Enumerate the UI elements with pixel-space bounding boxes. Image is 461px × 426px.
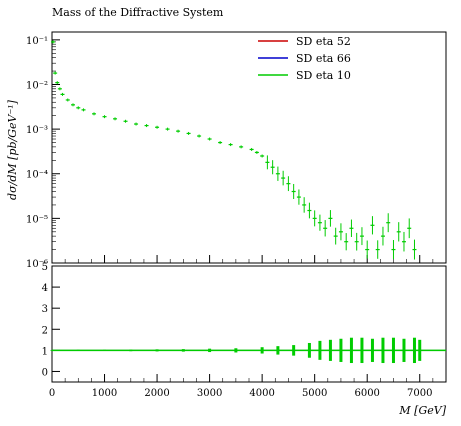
ratio-y-tick-label: 4 <box>42 283 48 294</box>
ratio-y-tick-label: 3 <box>42 304 48 315</box>
x-tick-label: 4000 <box>249 388 274 399</box>
y-axis-label: dσ/dM [pb/GeV⁻¹] <box>6 99 19 200</box>
x-tick-label: 7000 <box>407 388 432 399</box>
ratio-series-bands <box>50 337 446 364</box>
x-tick-label: 2000 <box>144 388 169 399</box>
legend-label: SD eta 66 <box>296 52 351 65</box>
legend-label: SD eta 52 <box>296 35 351 48</box>
x-axis-label: M [GeV] <box>398 404 446 417</box>
legend: SD eta 52 SD eta 66 SD eta 10 <box>258 35 351 82</box>
y-tick-label: 10⁻⁶ <box>26 259 48 270</box>
main-series-points <box>51 40 417 260</box>
chart-title: Mass of the Diffractive System <box>52 6 224 19</box>
x-tick-label: 1000 <box>92 388 117 399</box>
y-tick-label: 10⁻⁴ <box>26 170 48 181</box>
legend-label: SD eta 10 <box>296 69 351 82</box>
x-tick-label: 6000 <box>354 388 379 399</box>
x-tick-label: 3000 <box>197 388 222 399</box>
y-tick-label: 10⁻⁵ <box>26 214 48 225</box>
y-tick-label: 10⁻³ <box>26 125 48 136</box>
ratio-plot-frame <box>51 265 447 383</box>
y-tick-label: 10⁻¹ <box>26 36 48 47</box>
ratio-axes: 0 1000 2000 3000 4000 5000 6000 7000 0 1 2 3 4 5 <box>42 262 447 399</box>
ratio-y-tick-label: 2 <box>42 325 48 336</box>
y-tick-label: 10⁻² <box>26 80 48 91</box>
main-y-axis: 10⁻⁶ 10⁻⁵ 10⁻⁴ 10⁻³ 10⁻² 10⁻¹ <box>26 36 447 270</box>
ratio-y-tick-label: 0 <box>42 367 48 378</box>
x-tick-label: 0 <box>49 388 55 399</box>
ratio-y-tick-label: 5 <box>42 262 48 273</box>
ratio-y-tick-label: 1 <box>42 346 48 357</box>
main-plot-frame <box>51 31 447 264</box>
x-tick-label: 5000 <box>302 388 327 399</box>
